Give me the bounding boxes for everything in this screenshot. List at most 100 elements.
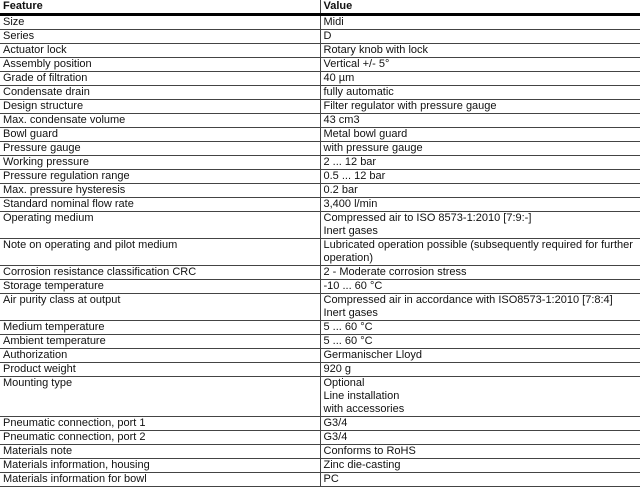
value-cell: fully automatic xyxy=(319,85,640,100)
value-cell: 5 ... 60 °C xyxy=(319,320,640,335)
feature-cell: Air purity class at output xyxy=(0,293,320,321)
table-row: Max. condensate volume 43 cm3 xyxy=(0,113,640,128)
value-line: Conforms to RoHS xyxy=(323,445,416,457)
value-line: G3/4 xyxy=(323,417,348,429)
value-line: Midi xyxy=(323,16,344,28)
feature-cell: Operating medium xyxy=(0,211,320,239)
table-row: Series D xyxy=(0,29,640,44)
value-line: Metal bowl guard xyxy=(323,128,408,140)
feature-cell: Pressure gauge xyxy=(0,141,320,156)
table-row: Max. pressure hysteresis 0.2 bar xyxy=(0,183,640,198)
value-cell: Compressed air to ISO 8573-1:2010 [7:9:-… xyxy=(319,211,640,239)
table-row: Materials information for bowl PC xyxy=(0,472,640,487)
value-cell: 920 g xyxy=(319,362,640,377)
value-cell: Vertical +/- 5° xyxy=(319,57,640,72)
table-row: Authorization Germanischer Lloyd xyxy=(0,348,640,363)
value-line: 920 g xyxy=(323,363,352,375)
table-row: Ambient temperature 5 ... 60 °C xyxy=(0,334,640,349)
value-line: Inert gases xyxy=(323,307,378,319)
value-cell: Filter regulator with pressure gauge xyxy=(319,99,640,114)
feature-cell: Assembly position xyxy=(0,57,320,72)
feature-cell: Medium temperature xyxy=(0,320,320,335)
feature-cell: Materials information for bowl xyxy=(0,472,320,487)
feature-cell: Product weight xyxy=(0,362,320,377)
table-row: Pressure regulation range 0.5 ... 12 bar xyxy=(0,169,640,184)
feature-cell: Working pressure xyxy=(0,155,320,170)
value-cell: 5 ... 60 °C xyxy=(319,334,640,349)
feature-cell: Authorization xyxy=(0,348,320,363)
value-cell: Optional Line installation with accessorie… xyxy=(319,376,640,417)
feature-cell: Mounting type xyxy=(0,376,320,417)
table-row: Medium temperature 5 ... 60 °C xyxy=(0,320,640,335)
table-row: Operating medium Compressed air to ISO 85… xyxy=(0,211,640,239)
value-line: with accessories xyxy=(323,403,405,415)
feature-cell: Pneumatic connection, port 2 xyxy=(0,430,320,445)
header-row: Feature Value xyxy=(0,0,640,16)
value-cell: Lubricated operation possible (subsequen… xyxy=(319,238,640,266)
value-cell: D xyxy=(319,29,640,44)
value-cell: Rotary knob with lock xyxy=(319,43,640,58)
table-row: Product weight 920 g xyxy=(0,362,640,377)
table-row: Pneumatic connection, port 1 G3/4 xyxy=(0,416,640,431)
table-row: Size Midi xyxy=(0,14,640,30)
feature-cell: Corrosion resistance classification CRC xyxy=(0,265,320,280)
value-cell: Midi xyxy=(319,14,640,30)
feature-cell: Materials note xyxy=(0,444,320,459)
table-row: Grade of filtration 40 µm xyxy=(0,71,640,86)
feature-cell: Pneumatic connection, port 1 xyxy=(0,416,320,431)
value-cell: PC xyxy=(319,472,640,487)
table-row: Pneumatic connection, port 2 G3/4 xyxy=(0,430,640,445)
table-row: Materials information, housing Zinc die-c… xyxy=(0,458,640,473)
value-cell: G3/4 xyxy=(319,416,640,431)
value-line: Inert gases xyxy=(323,225,378,237)
value-cell: Germanischer Lloyd xyxy=(319,348,640,363)
feature-cell: Condensate drain xyxy=(0,85,320,100)
table-row: Air purity class at output Compressed air… xyxy=(0,293,640,321)
table-row: Note on operating and pilot medium Lubric… xyxy=(0,238,640,266)
feature-cell: Max. condensate volume xyxy=(0,113,320,128)
value-line: PC xyxy=(323,473,339,485)
table-row: Pressure gauge with pressure gauge xyxy=(0,141,640,156)
feature-cell: Max. pressure hysteresis xyxy=(0,183,320,198)
value-line: Germanischer Lloyd xyxy=(323,349,422,361)
value-cell: 0.5 ... 12 bar xyxy=(319,169,640,184)
feature-cell: Actuator lock xyxy=(0,43,320,58)
value-cell: 43 cm3 xyxy=(319,113,640,128)
table-row: Storage temperature -10 ... 60 °C xyxy=(0,279,640,294)
value-line: with pressure gauge xyxy=(323,142,423,154)
value-line: Line installation xyxy=(323,390,400,402)
value-line: 5 ... 60 °C xyxy=(323,335,373,347)
table-row: Mounting type Optional Line installation wi… xyxy=(0,376,640,417)
value-line: 0.2 bar xyxy=(323,184,358,196)
value-line: Rotary knob with lock xyxy=(323,44,429,56)
feature-cell: Standard nominal flow rate xyxy=(0,197,320,212)
table-row: Corrosion resistance classification CRC 2… xyxy=(0,265,640,280)
table-row: Actuator lock Rotary knob with lock xyxy=(0,43,640,58)
value-cell: Metal bowl guard xyxy=(319,127,640,142)
table-row: Condensate drain fully automatic xyxy=(0,85,640,100)
value-line: 2 - Moderate corrosion stress xyxy=(323,266,467,278)
table-row: Design structure Filter regulator with pr… xyxy=(0,99,640,114)
feature-cell: Series xyxy=(0,29,320,44)
value-line: G3/4 xyxy=(323,431,348,443)
value-cell: 2 ... 12 bar xyxy=(319,155,640,170)
value-line: 2 ... 12 bar xyxy=(323,156,377,168)
table-row: Working pressure 2 ... 12 bar xyxy=(0,155,640,170)
value-line: Vertical +/- 5° xyxy=(323,58,390,70)
value-cell: 2 - Moderate corrosion stress xyxy=(319,265,640,280)
feature-cell: Materials information, housing xyxy=(0,458,320,473)
value-line: D xyxy=(323,30,332,42)
value-line: Compressed air in accordance with ISO857… xyxy=(323,294,613,306)
value-line: Compressed air to ISO 8573-1:2010 [7:9:-… xyxy=(323,212,532,224)
table-row: Standard nominal flow rate 3,400 l/min xyxy=(0,197,640,212)
value-line: Lubricated operation possible (subsequen… xyxy=(323,239,633,251)
value-cell: -10 ... 60 °C xyxy=(319,279,640,294)
feature-cell: Note on operating and pilot medium xyxy=(0,238,320,266)
value-line: Optional xyxy=(323,377,365,389)
table-row: Assembly position Vertical +/- 5° xyxy=(0,57,640,72)
value-line: 5 ... 60 °C xyxy=(323,321,373,333)
feature-cell: Pressure regulation range xyxy=(0,169,320,184)
value-line: Filter regulator with pressure gauge xyxy=(323,100,497,112)
value-cell: Compressed air in accordance with ISO857… xyxy=(319,293,640,321)
